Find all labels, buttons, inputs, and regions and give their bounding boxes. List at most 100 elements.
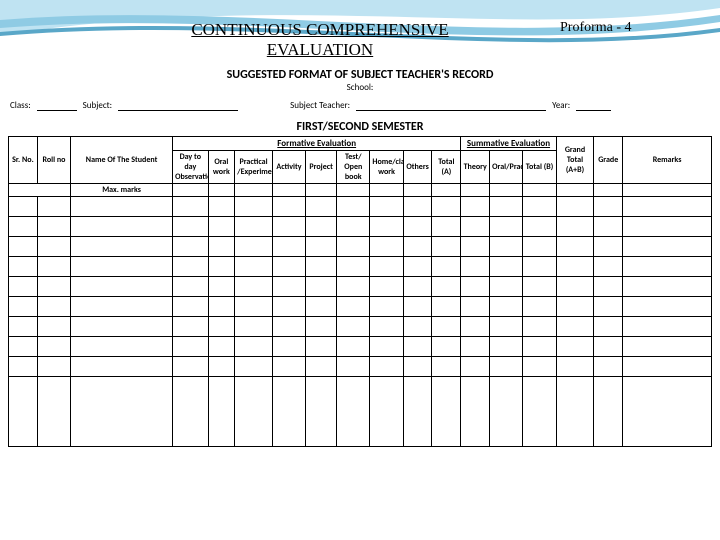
table-cell	[523, 257, 556, 277]
table-cell	[37, 217, 70, 237]
table-cell	[523, 197, 556, 217]
table-cell	[9, 257, 38, 277]
table-cell	[306, 257, 337, 277]
table-cell	[403, 197, 432, 217]
table-cell	[461, 337, 490, 357]
table-cell	[432, 217, 461, 237]
proforma-label: Proforma - 4	[560, 20, 632, 36]
col-activity: Activity	[272, 151, 305, 184]
table-cell	[523, 377, 556, 447]
table-cell	[556, 197, 594, 217]
table-cell	[306, 237, 337, 257]
col-name: Name Of The Student	[71, 137, 173, 184]
table-cell	[337, 197, 370, 217]
col-oral-prac: Oral/Practical	[490, 151, 523, 184]
table-cell	[208, 377, 235, 447]
table-cell	[173, 317, 208, 337]
table-cell	[556, 357, 594, 377]
table-row	[9, 197, 712, 217]
table-cell	[71, 297, 173, 317]
table-cell	[9, 297, 38, 317]
table-cell	[337, 317, 370, 337]
col-project: Project	[306, 151, 337, 184]
page-title: CONTINUOUS COMPREHENSIVE EVALUATION	[140, 20, 500, 61]
table-cell	[594, 337, 623, 357]
table-cell	[403, 237, 432, 257]
table-cell	[71, 197, 173, 217]
table-row	[9, 317, 712, 337]
table-cell	[623, 277, 712, 297]
table-row	[9, 277, 712, 297]
col-day-to-day: Day to day Observation	[173, 151, 208, 184]
table-cell	[403, 217, 432, 237]
table-cell	[337, 257, 370, 277]
year-label: Year:	[552, 100, 570, 111]
table-cell	[461, 197, 490, 217]
table-cell	[490, 377, 523, 447]
table-cell	[432, 337, 461, 357]
table-cell	[208, 197, 235, 217]
table-cell	[490, 277, 523, 297]
table-cell	[71, 257, 173, 277]
year-blank	[576, 100, 611, 111]
group-summative: Summative Evaluation	[461, 137, 556, 151]
table-cell	[370, 357, 403, 377]
table-cell	[9, 237, 38, 257]
table-row	[9, 357, 712, 377]
table-cell	[272, 257, 305, 277]
table-cell	[594, 257, 623, 277]
table-cell	[594, 237, 623, 257]
table-cell	[306, 297, 337, 317]
table-cell	[461, 297, 490, 317]
group-formative: Formative Evaluation	[173, 137, 461, 151]
table-cell	[523, 237, 556, 257]
table-cell	[37, 257, 70, 277]
table-cell	[403, 357, 432, 377]
table-cell	[432, 297, 461, 317]
table-cell	[173, 237, 208, 257]
table-cell	[235, 317, 273, 337]
col-grade: Grade	[594, 137, 623, 184]
table-cell	[523, 317, 556, 337]
table-cell	[272, 277, 305, 297]
table-cell	[337, 377, 370, 447]
table-cell	[337, 217, 370, 237]
table-cell	[594, 197, 623, 217]
table-cell	[461, 257, 490, 277]
table-cell	[623, 377, 712, 447]
table-cell	[490, 257, 523, 277]
table-cell	[523, 297, 556, 317]
table-cell	[9, 377, 38, 447]
subject-label: Subject:	[83, 100, 112, 111]
subtitle: SUGGESTED FORMAT OF SUBJECT TEACHER'S RE…	[0, 68, 720, 82]
table-cell	[71, 277, 173, 297]
table-cell	[370, 377, 403, 447]
table-cell	[272, 377, 305, 447]
col-roll-no: Roll no	[37, 137, 70, 184]
table-cell	[490, 297, 523, 317]
table-cell	[235, 197, 273, 217]
table-cell	[272, 297, 305, 317]
table-row	[9, 377, 712, 447]
table-cell	[523, 357, 556, 377]
table-row	[9, 237, 712, 257]
table-cell	[71, 317, 173, 337]
table-cell	[432, 377, 461, 447]
evaluation-table: Sr. No. Roll no Name Of The Student Form…	[8, 136, 712, 447]
table-cell	[461, 357, 490, 377]
table-cell	[370, 197, 403, 217]
semester-label: FIRST/SECOND SEMESTER	[0, 120, 720, 134]
table-cell	[337, 337, 370, 357]
col-oral-work: Oral work	[208, 151, 235, 184]
col-theory: Theory	[461, 151, 490, 184]
table-cell	[173, 297, 208, 317]
table-cell	[523, 337, 556, 357]
table-cell	[306, 377, 337, 447]
table-cell	[235, 377, 273, 447]
table-row	[9, 337, 712, 357]
table-cell	[432, 357, 461, 377]
col-home-class: Home/class work	[370, 151, 403, 184]
table-cell	[556, 237, 594, 257]
table-cell	[173, 197, 208, 217]
table-cell	[9, 357, 38, 377]
